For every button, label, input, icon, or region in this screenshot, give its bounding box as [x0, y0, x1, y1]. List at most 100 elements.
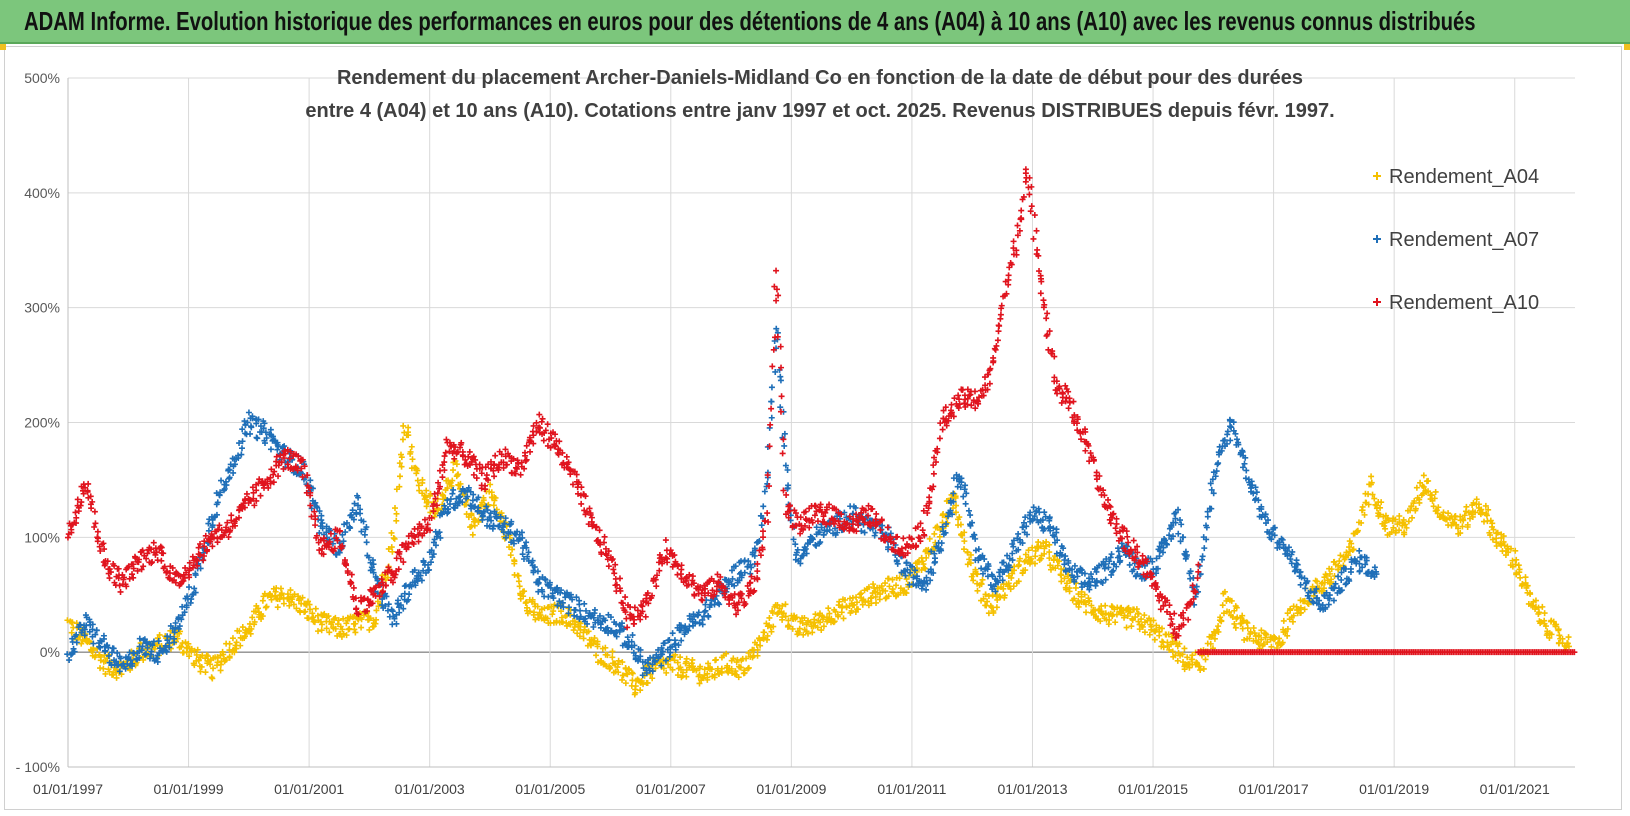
data-point	[886, 583, 893, 590]
data-point	[1215, 460, 1222, 467]
data-point	[116, 582, 123, 589]
data-point	[778, 393, 785, 400]
data-point	[971, 531, 978, 538]
data-point	[1141, 629, 1148, 636]
data-point	[1241, 460, 1248, 467]
data-point	[1009, 570, 1016, 577]
data-point	[764, 510, 771, 517]
data-point	[1171, 610, 1178, 617]
data-point	[768, 384, 775, 391]
data-point	[465, 484, 472, 491]
data-point	[1015, 530, 1022, 537]
x-tick-label: 01/01/2019	[1359, 781, 1429, 797]
data-point	[115, 565, 122, 572]
data-point	[745, 649, 752, 656]
data-point	[136, 635, 143, 642]
data-point	[1169, 533, 1176, 540]
data-point	[896, 575, 903, 582]
data-point	[311, 619, 318, 626]
data-point	[361, 531, 368, 538]
data-point	[754, 652, 761, 659]
data-point	[243, 490, 250, 497]
data-point	[73, 514, 80, 521]
data-point	[1195, 561, 1202, 568]
data-point	[1517, 574, 1524, 581]
data-point	[974, 571, 981, 578]
data-point	[238, 451, 245, 458]
data-point	[850, 515, 857, 522]
data-point	[1156, 553, 1163, 560]
data-point	[997, 311, 1004, 318]
data-point	[473, 475, 480, 482]
data-point	[747, 579, 754, 586]
data-point	[346, 525, 353, 532]
data-point	[311, 508, 318, 515]
data-point	[650, 654, 657, 661]
data-point	[1053, 529, 1060, 536]
data-point	[704, 670, 711, 677]
data-point	[1168, 523, 1175, 530]
data-point	[544, 615, 551, 622]
data-point	[1157, 606, 1164, 613]
data-point	[189, 591, 196, 598]
data-point	[415, 569, 422, 576]
data-point	[786, 623, 793, 630]
data-point	[577, 620, 584, 627]
data-point	[138, 647, 145, 654]
data-point	[1058, 578, 1065, 585]
data-point	[1417, 479, 1424, 486]
data-point	[632, 689, 639, 696]
data-point	[750, 589, 757, 596]
data-point	[186, 565, 193, 572]
data-point	[1323, 589, 1330, 596]
data-point	[454, 502, 461, 509]
data-point	[884, 524, 891, 531]
data-point	[661, 640, 668, 647]
data-point	[1131, 557, 1138, 564]
data-point	[457, 441, 464, 448]
data-point	[299, 473, 306, 480]
data-point	[81, 632, 88, 639]
data-point	[904, 550, 911, 557]
data-point	[205, 527, 212, 534]
data-point	[197, 540, 204, 547]
data-point	[686, 664, 693, 671]
data-point	[312, 512, 319, 519]
data-point	[1156, 632, 1163, 639]
data-point	[1039, 517, 1046, 524]
data-point	[1204, 508, 1211, 515]
data-point	[389, 548, 396, 555]
data-point	[1258, 636, 1265, 643]
data-point	[97, 644, 104, 651]
data-point	[358, 616, 365, 623]
data-point	[278, 590, 285, 597]
data-point	[166, 644, 173, 651]
data-point	[701, 592, 708, 599]
data-point	[800, 552, 807, 559]
data-point	[979, 552, 986, 559]
data-point	[1210, 469, 1217, 476]
data-point	[1494, 529, 1501, 536]
data-point	[480, 494, 487, 501]
data-point	[624, 624, 631, 631]
data-point	[258, 611, 265, 618]
data-point	[1301, 598, 1308, 605]
data-point	[316, 547, 323, 554]
data-point	[1166, 602, 1173, 609]
data-point	[221, 485, 228, 492]
data-point	[441, 502, 448, 509]
data-point	[685, 627, 692, 634]
data-point	[756, 537, 763, 544]
data-point	[624, 634, 631, 641]
data-point	[189, 553, 196, 560]
data-point	[383, 593, 390, 600]
data-point	[109, 671, 116, 678]
data-point	[733, 611, 740, 618]
data-point	[1255, 497, 1262, 504]
data-point	[748, 573, 755, 580]
data-point	[792, 615, 799, 622]
data-point	[1279, 536, 1286, 543]
data-point	[811, 512, 818, 519]
data-point	[1046, 328, 1053, 335]
data-point	[441, 453, 448, 460]
